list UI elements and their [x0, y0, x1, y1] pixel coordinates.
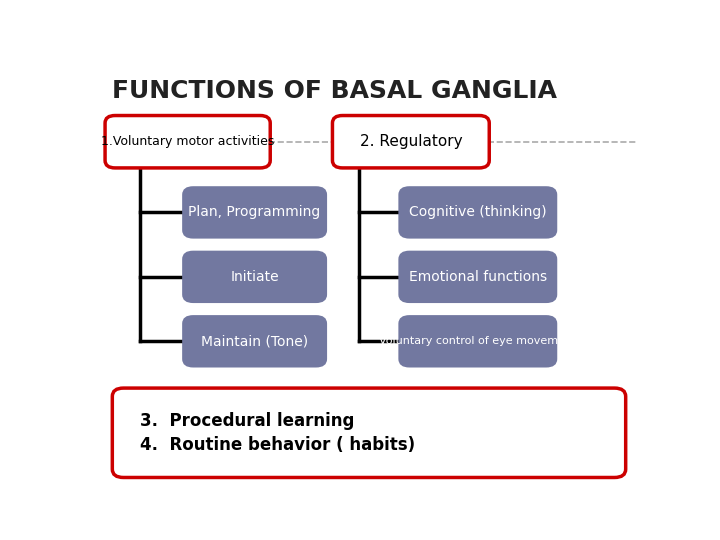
- Text: 4.  Routine behavior ( habits): 4. Routine behavior ( habits): [140, 436, 415, 454]
- Text: 2. Regulatory: 2. Regulatory: [359, 134, 462, 149]
- FancyBboxPatch shape: [400, 252, 557, 302]
- FancyBboxPatch shape: [105, 116, 270, 168]
- Text: Maintain (Tone): Maintain (Tone): [201, 334, 308, 348]
- FancyBboxPatch shape: [400, 316, 557, 367]
- FancyBboxPatch shape: [112, 388, 626, 477]
- FancyBboxPatch shape: [333, 116, 490, 168]
- Text: 1.Voluntary motor activities: 1.Voluntary motor activities: [101, 135, 274, 148]
- Text: 3.  Procedural learning: 3. Procedural learning: [140, 411, 354, 429]
- FancyBboxPatch shape: [400, 187, 557, 238]
- Text: Cognitive (thinking): Cognitive (thinking): [409, 205, 546, 219]
- FancyBboxPatch shape: [183, 252, 326, 302]
- FancyBboxPatch shape: [183, 187, 326, 238]
- Text: Voluntary control of eye movement: Voluntary control of eye movement: [379, 336, 577, 346]
- Text: FUNCTIONS OF BASAL GANGLIA: FUNCTIONS OF BASAL GANGLIA: [112, 79, 557, 103]
- Text: Initiate: Initiate: [230, 270, 279, 284]
- FancyBboxPatch shape: [183, 316, 326, 367]
- Text: Emotional functions: Emotional functions: [409, 270, 547, 284]
- Text: Plan, Programming: Plan, Programming: [189, 205, 320, 219]
